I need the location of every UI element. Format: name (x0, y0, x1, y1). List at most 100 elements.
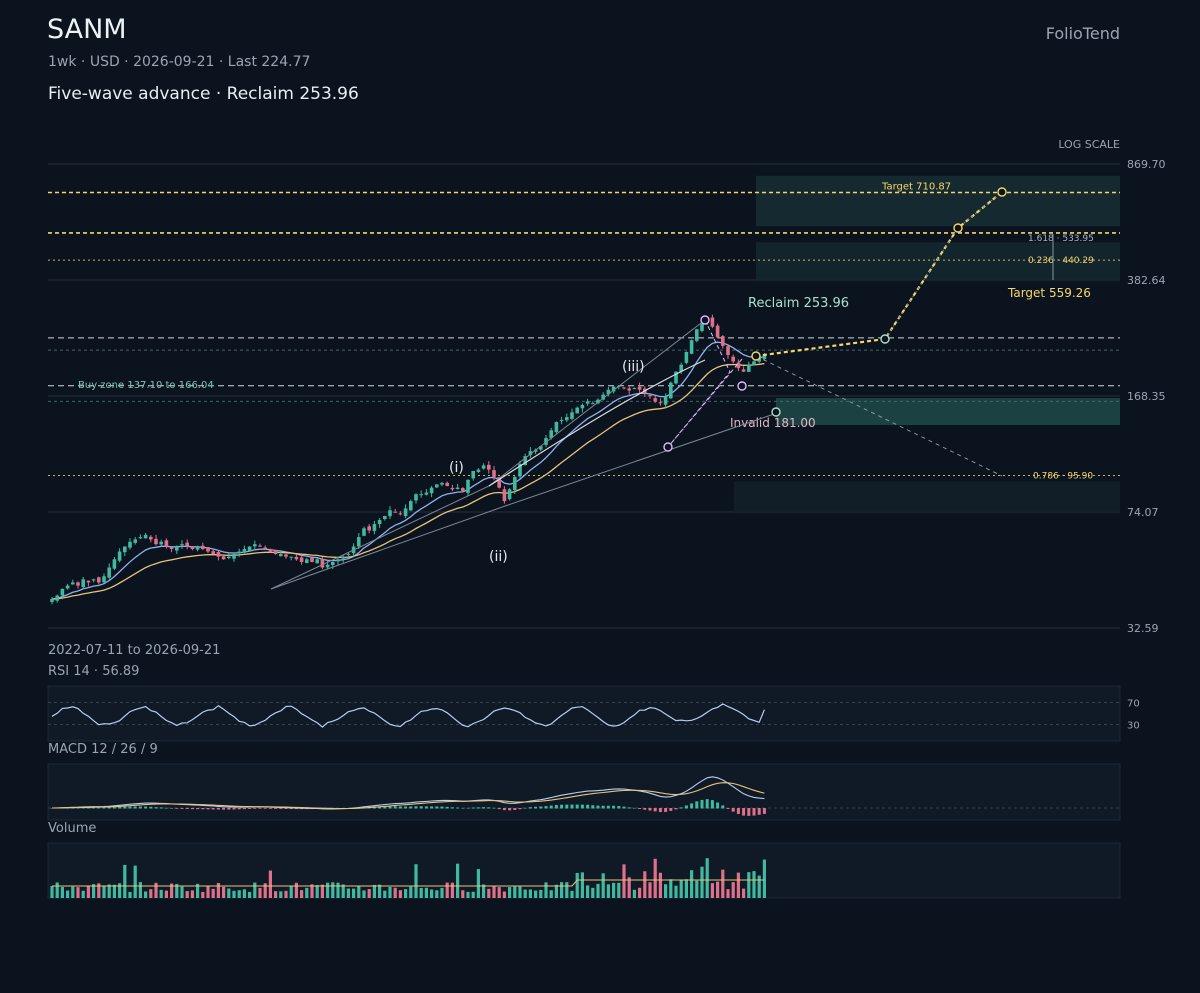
macd-histogram-bar (154, 807, 158, 809)
pivot-marker (880, 334, 890, 344)
candle-body (201, 545, 205, 550)
candle-body (383, 516, 387, 520)
candle-body (268, 549, 273, 552)
y-tick-label: 32.59 (1127, 622, 1159, 635)
volume-bar (591, 887, 595, 898)
volume-bar (565, 882, 569, 898)
volume-bar (658, 872, 662, 898)
volume-bar (456, 863, 460, 898)
candle-body (648, 395, 652, 397)
volume-bar (757, 875, 761, 898)
macd-histogram-bar (263, 808, 267, 809)
volume-bar (362, 890, 366, 898)
candle-body (466, 479, 470, 493)
volume-bar (232, 890, 236, 898)
volume-panel (47, 842, 1121, 899)
candle-body (91, 579, 96, 581)
volume-bar (632, 889, 636, 898)
macd-histogram-bar (159, 807, 163, 809)
pivot-marker (737, 381, 747, 391)
volume-bar (747, 872, 751, 898)
macd-histogram-bar (518, 808, 522, 810)
volume-bar (263, 883, 267, 898)
candle-body (679, 364, 683, 372)
macd-histogram-bar (679, 807, 683, 809)
candle-body (669, 382, 673, 399)
macd-histogram-bar (575, 804, 579, 809)
candle-body (544, 438, 548, 445)
candle-body (731, 356, 735, 362)
candle-body (97, 577, 101, 583)
ticker-symbol: SANM (47, 14, 127, 45)
candle-body (461, 488, 465, 491)
volume-bar (180, 886, 184, 898)
chart-subtitle: 1wk · USD · 2026-09-21 · Last 224.77 (48, 54, 311, 70)
macd-histogram-bar (591, 805, 595, 809)
macd-histogram-bar (138, 806, 142, 809)
macd-histogram-bar (216, 808, 220, 810)
candle-body (409, 501, 413, 511)
candle-body (565, 417, 569, 421)
volume-bar (149, 889, 153, 898)
candle-body (331, 561, 335, 566)
price-lines: Target 710.87 1.618 · 533.95 0.236 · 440.2… (48, 181, 1120, 482)
volume-bar (222, 886, 226, 898)
macd-histogram-bar (752, 808, 756, 816)
macd-histogram-bar (648, 808, 652, 811)
macd-histogram-bar (149, 806, 153, 809)
volume-bar (570, 890, 574, 898)
candle-body (336, 559, 340, 562)
candle-body (180, 544, 184, 546)
volume-bar (404, 889, 408, 898)
volume-bar (383, 890, 387, 898)
volume-bar (86, 885, 90, 898)
candle-body (154, 538, 158, 545)
candle-body (559, 420, 564, 422)
macd-histogram-bar (471, 807, 475, 809)
volume-bar (726, 889, 730, 898)
volume-bar (612, 882, 616, 898)
macd-histogram-bar (710, 800, 714, 809)
candle-body (684, 351, 689, 363)
macd-histogram-bar (726, 808, 730, 809)
macd-histogram-bar (695, 801, 699, 809)
macd-panel (47, 763, 1121, 821)
volume-bar (60, 886, 64, 898)
macd-histogram-bar (201, 808, 205, 810)
candle-body (60, 588, 65, 596)
candle-body (726, 346, 730, 356)
candle-body (346, 554, 351, 556)
candle-body (138, 537, 143, 539)
macd-histogram-bar (700, 799, 704, 809)
macd-histogram-bar (424, 806, 428, 809)
candle-body (450, 487, 455, 490)
volume-bar (118, 883, 122, 898)
candle-body (606, 389, 611, 395)
macd-histogram-bar (279, 808, 283, 809)
candle-body (164, 540, 169, 547)
candle-body (435, 484, 439, 488)
macd-histogram-bar (242, 808, 246, 810)
rsi-line (51, 703, 765, 728)
volume-bar (66, 890, 70, 898)
volume-bar (50, 885, 54, 898)
volume-bar (596, 883, 600, 898)
candle-body (710, 317, 715, 327)
candle-body (357, 537, 361, 547)
volume-bar (310, 884, 314, 898)
macd-histogram-bar (430, 806, 434, 809)
macd-histogram-bar (196, 808, 200, 810)
candle-body (492, 470, 496, 477)
candle-body (284, 554, 288, 557)
candle-body (393, 511, 397, 513)
wave-label-i: (i) (449, 460, 464, 476)
macd-histogram-bar (383, 806, 387, 809)
volume-bar (586, 885, 590, 898)
volume-bar (653, 858, 657, 898)
macd-histogram-bar (378, 806, 382, 809)
candle-body (71, 582, 75, 585)
candle-body (481, 465, 486, 469)
candle-body (414, 494, 418, 501)
volume-bar (419, 887, 423, 898)
